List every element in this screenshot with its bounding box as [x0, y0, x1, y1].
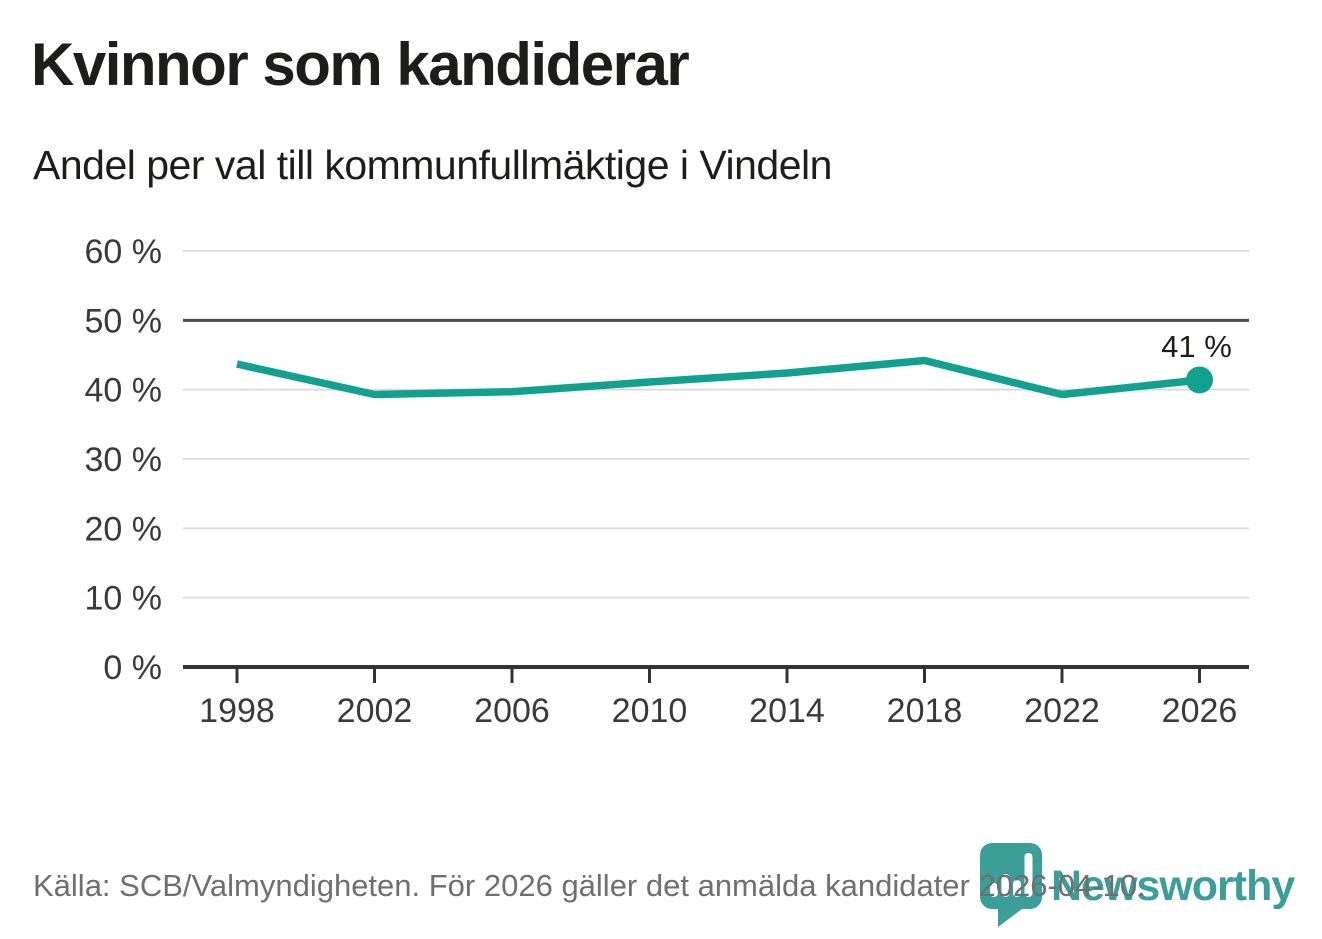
y-axis-label: 50 % [85, 302, 163, 340]
data-line [236, 356, 1200, 399]
y-axis-label: 40 % [85, 372, 163, 410]
data-point-marker [1186, 366, 1213, 394]
x-axis-label: 2002 [337, 692, 413, 730]
y-axis-label: 30 % [85, 441, 163, 479]
y-axis-label: 10 % [85, 580, 163, 618]
x-axis-label: 2026 [1162, 692, 1238, 730]
newsworthy-logo-icon [980, 843, 1042, 927]
x-axis-label: 2018 [887, 692, 963, 730]
y-axis-label: 60 % [85, 233, 163, 271]
brand-name: Newsworthy [1051, 861, 1295, 910]
y-axis-label: 20 % [85, 510, 163, 548]
y-axis-label: 0 % [103, 649, 162, 687]
page-title: Kvinnor som kandiderar [31, 31, 690, 98]
x-axis-label: 2006 [474, 692, 550, 730]
source-text: Källa: SCB/Valmyndigheten. För 2026 gäll… [33, 868, 1146, 903]
brand-lockup: Newsworthy [980, 843, 1295, 929]
x-axis-label: 2010 [612, 692, 688, 730]
x-axis-label: 2022 [1024, 692, 1100, 730]
x-axis-label: 2014 [749, 692, 825, 730]
x-axis-label: 1998 [199, 692, 275, 730]
data-point-label: 41 % [1161, 329, 1232, 364]
chart-subtitle: Andel per val till kommunfullmäktige i V… [33, 142, 832, 188]
